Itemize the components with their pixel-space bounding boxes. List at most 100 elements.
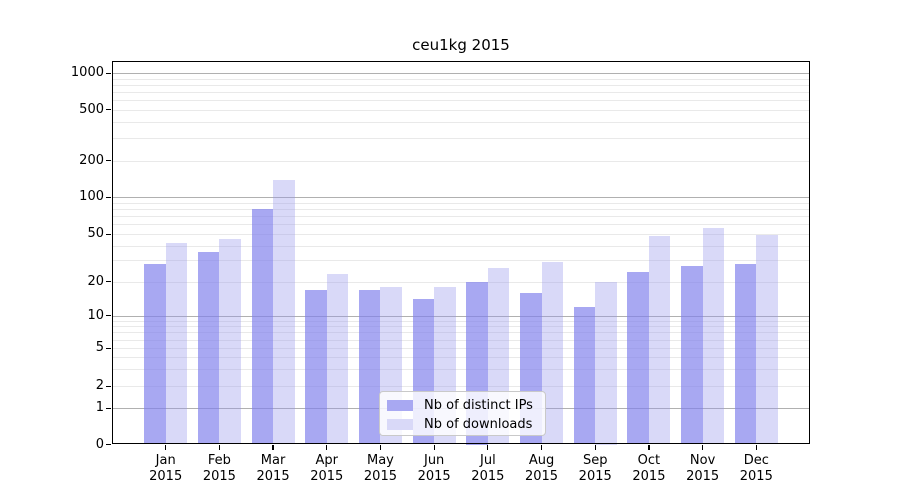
bar-nb-of-distinct-ips-mar <box>251 209 274 445</box>
bar-nb-of-downloads-apr <box>326 274 349 445</box>
x-tick-mark-mar <box>272 444 274 450</box>
y-tick-mark-0 <box>106 444 111 446</box>
minor-gridline-2 <box>112 386 810 387</box>
minor-gridline-500 <box>112 109 810 111</box>
y-tick-mark-1000 <box>106 72 111 74</box>
x-tick-mark-nov <box>702 444 704 450</box>
y-tick-label-20: 20 <box>87 273 104 289</box>
y-tick-label-1000: 1000 <box>70 65 104 80</box>
y-tick-mark-2 <box>106 385 111 387</box>
major-gridline-100 <box>112 197 810 199</box>
y-tick-label-2: 2 <box>95 378 104 393</box>
x-tick-label-jan: Jan 2015 <box>149 453 183 484</box>
y-tick-label-5: 5 <box>95 340 104 355</box>
y-tick-label-1: 1 <box>95 400 104 415</box>
minor-gridline-7 <box>112 332 810 334</box>
x-tick-mark-dec <box>755 444 757 450</box>
x-tick-label-sep: Sep 2015 <box>578 453 612 484</box>
minor-gridline-30 <box>112 260 810 262</box>
minor-gridline-3 <box>112 369 810 371</box>
minor-gridline-700 <box>112 91 810 93</box>
x-tick-mark-may <box>379 444 382 450</box>
minor-gridline-900 <box>112 78 810 80</box>
minor-gridline-400 <box>112 121 810 123</box>
bar-nb-of-distinct-ips-oct <box>627 272 649 445</box>
bar-nb-of-downloads-dec <box>756 235 778 445</box>
minor-gridline-200 <box>112 160 810 162</box>
y-tick-label-0: 0 <box>95 436 104 452</box>
minor-gridline-300 <box>112 138 810 140</box>
major-gridline-1000 <box>112 73 810 74</box>
minor-gridline-8 <box>112 326 810 328</box>
x-tick-mark-jul <box>487 444 489 450</box>
y-tick-mark-500 <box>106 109 111 111</box>
y-tick-mark-100 <box>106 196 111 198</box>
bar-nb-of-distinct-ips-may <box>358 289 381 445</box>
x-tick-mark-aug <box>540 444 543 450</box>
bar-nb-of-distinct-ips-apr <box>305 289 327 445</box>
bar-nb-of-distinct-ips-nov <box>681 265 703 445</box>
x-tick-mark-jan <box>165 444 167 450</box>
x-tick-label-jun: Jun 2015 <box>417 453 451 484</box>
legend-swatch-distinct-ips <box>387 400 413 411</box>
y-tick-mark-1 <box>106 407 111 409</box>
minor-gridline-4 <box>112 357 810 359</box>
legend-row-distinct-ips: Nb of distinct IPs <box>387 397 545 414</box>
minor-gridline-800 <box>112 84 810 86</box>
bar-nb-of-downloads-oct <box>648 236 671 445</box>
minor-gridline-9 <box>112 320 810 322</box>
x-tick-label-mar: Mar 2015 <box>256 453 290 484</box>
bar-nb-of-distinct-ips-dec <box>734 264 757 445</box>
y-tick-mark-50 <box>106 233 111 235</box>
bar-nb-of-distinct-ips-jan <box>144 264 166 445</box>
x-tick-mark-apr <box>326 444 328 450</box>
minor-gridline-70 <box>112 216 810 218</box>
bar-nb-of-downloads-aug <box>541 262 564 445</box>
legend-row-downloads: Nb of downloads <box>387 416 545 433</box>
y-tick-label-50: 50 <box>87 226 104 241</box>
y-tick-label-200: 200 <box>79 152 104 168</box>
y-tick-label-100: 100 <box>79 189 104 205</box>
minor-gridline-90 <box>112 202 810 204</box>
bar-nb-of-downloads-mar <box>273 179 295 445</box>
legend: Nb of distinct IPs Nb of downloads <box>379 391 546 436</box>
y-tick-label-10: 10 <box>87 307 104 323</box>
x-tick-label-oct: Oct 2015 <box>632 453 666 484</box>
x-tick-label-jul: Jul 2015 <box>471 453 505 484</box>
x-tick-mark-feb <box>218 444 220 450</box>
minor-gridline-80 <box>112 209 810 211</box>
x-tick-mark-sep <box>594 444 596 450</box>
chart-title: ceu1kg 2015 <box>412 36 510 54</box>
minor-gridline-50 <box>112 234 810 235</box>
legend-label-distinct-ips: Nb of distinct IPs <box>424 398 533 413</box>
major-gridline-10 <box>112 315 810 317</box>
x-tick-mark-jun <box>433 444 435 450</box>
bar-nb-of-distinct-ips-sep <box>573 306 596 445</box>
legend-label-downloads: Nb of downloads <box>424 417 533 432</box>
x-tick-label-feb: Feb 2015 <box>202 453 236 484</box>
bar-nb-of-downloads-nov <box>702 227 725 445</box>
x-tick-label-nov: Nov 2015 <box>686 453 720 484</box>
minor-gridline-60 <box>112 224 810 226</box>
minor-gridline-6 <box>112 339 810 341</box>
y-tick-mark-10 <box>106 315 111 317</box>
x-tick-label-may: May 2015 <box>363 453 397 484</box>
bar-nb-of-downloads-sep <box>595 281 617 445</box>
bar-nb-of-downloads-jan <box>165 243 188 445</box>
minor-gridline-600 <box>112 99 810 101</box>
bar-nb-of-downloads-feb <box>219 239 241 445</box>
y-tick-mark-5 <box>106 347 111 349</box>
x-tick-label-apr: Apr 2015 <box>310 453 344 484</box>
x-tick-label-dec: Dec 2015 <box>739 453 773 484</box>
bar-nb-of-distinct-ips-feb <box>197 252 220 445</box>
minor-gridline-20 <box>112 281 810 283</box>
minor-gridline-40 <box>112 245 810 247</box>
y-tick-mark-20 <box>106 281 111 283</box>
legend-swatch-downloads <box>387 419 413 430</box>
y-tick-label-500: 500 <box>79 101 104 117</box>
y-tick-mark-200 <box>106 160 111 162</box>
x-tick-mark-oct <box>648 444 650 450</box>
x-tick-label-aug: Aug 2015 <box>524 453 559 484</box>
minor-gridline-5 <box>112 348 810 349</box>
